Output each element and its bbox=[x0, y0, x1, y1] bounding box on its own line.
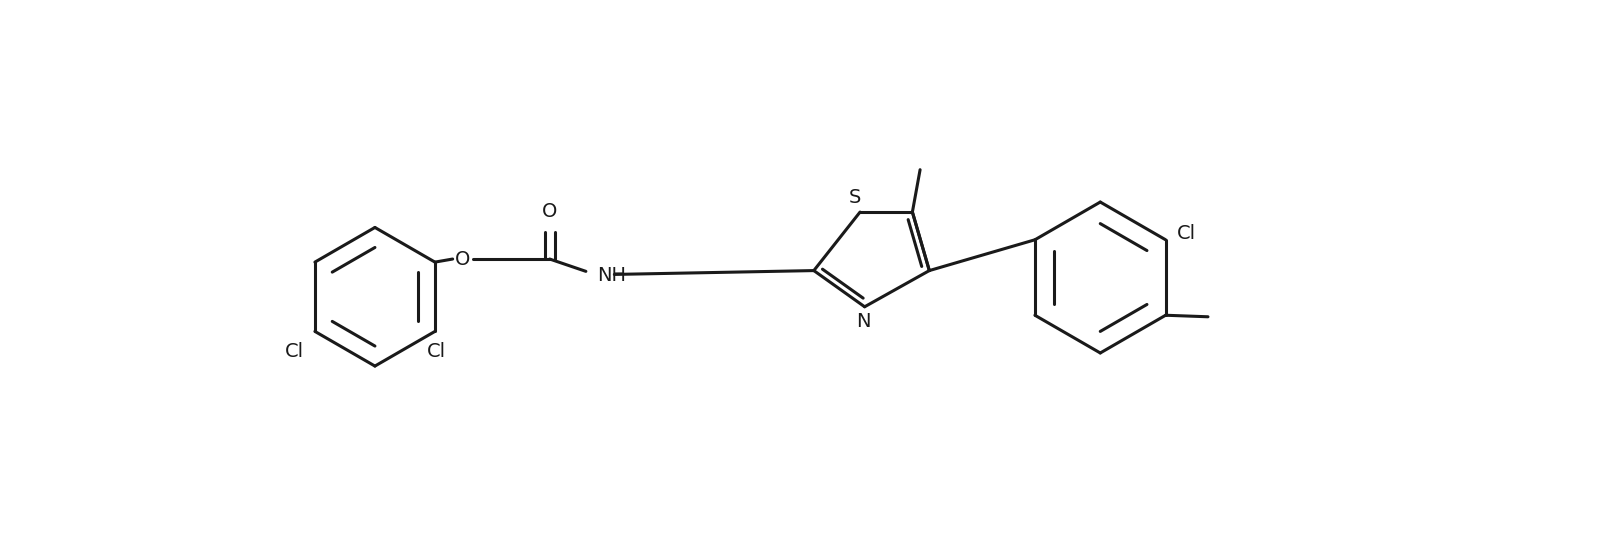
Text: N: N bbox=[856, 312, 870, 331]
Text: Cl: Cl bbox=[1177, 224, 1196, 243]
Text: O: O bbox=[542, 202, 558, 220]
Text: S: S bbox=[850, 189, 861, 208]
Text: Cl: Cl bbox=[285, 342, 305, 361]
Text: Cl: Cl bbox=[427, 342, 447, 361]
Text: O: O bbox=[455, 249, 471, 269]
Text: NH: NH bbox=[598, 266, 627, 286]
